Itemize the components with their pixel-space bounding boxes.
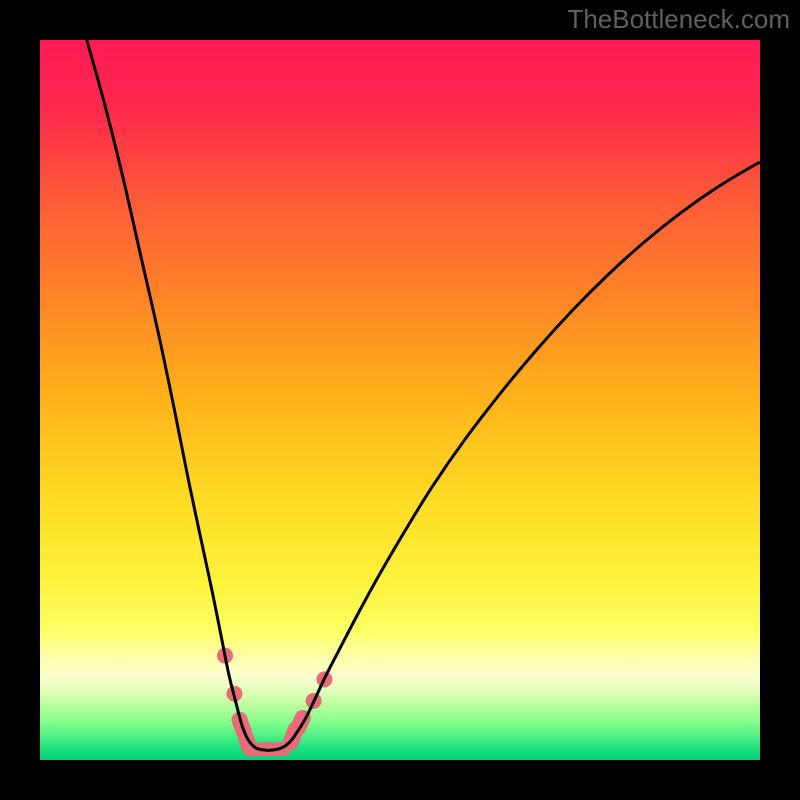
bottleneck-chart (0, 0, 800, 800)
chart-root: TheBottleneck.com (0, 0, 800, 800)
watermark-text: TheBottleneck.com (567, 4, 790, 35)
plot-background (40, 40, 760, 760)
